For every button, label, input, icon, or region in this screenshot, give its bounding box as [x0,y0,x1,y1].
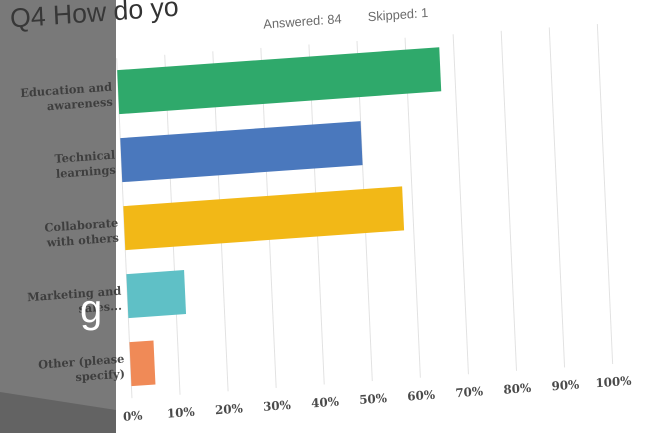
bar [126,270,187,319]
x-axis-tick-labels: 0% 10% 20% 30% 40% 50% 60% 70% 80% 90% 100% [123,374,633,424]
gridline [404,37,421,378]
bar [120,121,363,183]
x-tick-label: 0% [123,408,144,424]
x-tick-label: 30% [263,398,292,414]
bar [129,340,156,387]
x-tick-label: 50% [359,391,388,407]
overlay-letter: g [80,287,102,331]
x-tick-label: 70% [455,384,484,400]
x-tick-label: 80% [503,381,532,397]
x-tick-label: 100% [595,374,632,391]
overlay-bottom-wedge [0,392,116,433]
bar [123,186,405,251]
answered-count: Answered: 84 [263,11,342,32]
bars [117,47,442,387]
gridline [452,34,469,375]
gridline [596,23,614,365]
bar [117,47,442,115]
gridline [548,27,566,368]
x-tick-label: 10% [167,405,196,421]
gridline [500,30,517,371]
x-tick-label: 60% [407,388,436,404]
x-tick-label: 20% [215,401,244,417]
x-tick-label: 90% [551,377,580,393]
x-tick-label: 40% [311,394,340,410]
dark-overlay-panel [0,0,116,433]
skipped-count: Skipped: 1 [367,5,428,24]
